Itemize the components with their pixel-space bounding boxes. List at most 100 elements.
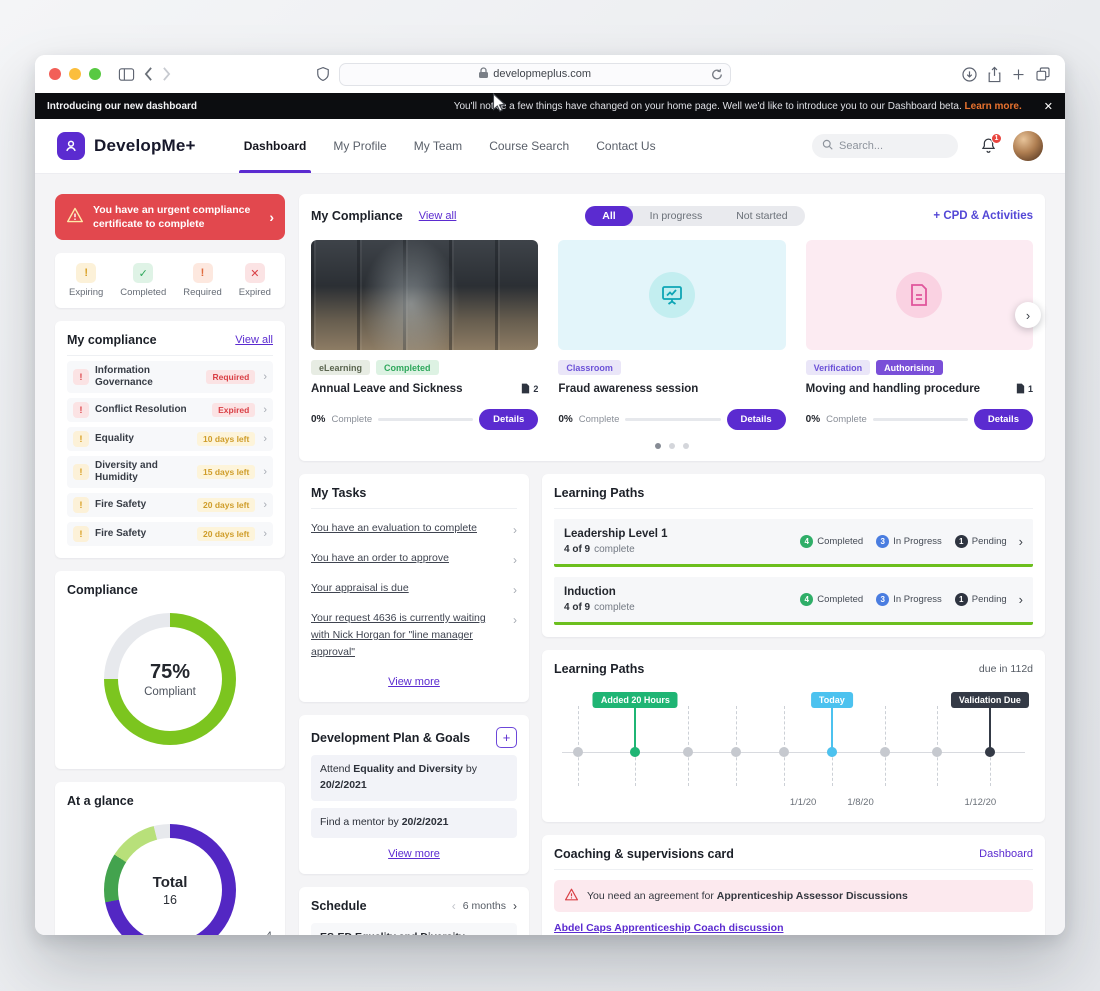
view-all-link[interactable]: View all bbox=[235, 334, 273, 347]
task-link[interactable]: You have an order to approve bbox=[311, 551, 449, 564]
urgent-compliance-alert[interactable]: You have an urgent compliance certificat… bbox=[55, 194, 285, 241]
minimize-window-button[interactable] bbox=[69, 68, 81, 80]
privacy-shield-icon[interactable] bbox=[316, 66, 330, 82]
alert-icon bbox=[73, 369, 89, 386]
nav-dashboard[interactable]: Dashboard bbox=[238, 119, 312, 173]
compliance-item[interactable]: Information Governance Required bbox=[67, 361, 273, 394]
course-card[interactable]: eLearning Completed Annual Leave and Sic… bbox=[311, 240, 539, 430]
chevron-right-icon bbox=[263, 466, 267, 478]
address-bar[interactable]: developmeplus.com bbox=[339, 62, 732, 86]
nav-my-team[interactable]: My Team bbox=[413, 139, 463, 153]
alert-icon bbox=[73, 526, 89, 543]
goal-date: 20/2/2021 bbox=[401, 815, 449, 828]
sidebar-toggle-button[interactable] bbox=[118, 67, 135, 82]
add-goal-button[interactable] bbox=[496, 727, 517, 749]
compliance-item[interactable]: Conflict Resolution Expired bbox=[67, 398, 273, 423]
compliance-item[interactable]: Diversity and Humidity 15 days left bbox=[67, 456, 273, 489]
course-card[interactable]: Classroom Fraud awareness session 0% Com… bbox=[558, 240, 786, 430]
learning-path-info: Induction 4 of 9 complete bbox=[564, 586, 692, 613]
compliance-item[interactable]: Fire Safety 20 days left bbox=[67, 522, 273, 547]
next-period-button[interactable] bbox=[513, 899, 517, 913]
progress-percent: 0% bbox=[805, 413, 821, 425]
task-item: You have an evaluation to complete bbox=[311, 513, 517, 543]
timeline-dot bbox=[572, 747, 583, 758]
chevron-right-icon bbox=[513, 553, 517, 567]
learn-more-link[interactable]: Learn more. bbox=[964, 100, 1022, 112]
goal-item[interactable]: Find a mentor by 20/2/2021 bbox=[311, 807, 517, 838]
carousel-dots bbox=[311, 442, 1033, 449]
at-a-glance-card: At a glance Total 16 4 2 bbox=[55, 782, 285, 935]
document-icon bbox=[1016, 383, 1025, 394]
main-column: My Compliance View all All In progress N… bbox=[299, 194, 1045, 935]
completed-icon bbox=[133, 263, 154, 284]
compliance-item[interactable]: Equality 10 days left bbox=[67, 427, 273, 452]
status-badge: 10 days left bbox=[197, 432, 256, 447]
tab-in-progress[interactable]: In progress bbox=[649, 210, 703, 222]
carousel-dot[interactable] bbox=[655, 442, 661, 449]
due-label: due in 112d bbox=[978, 662, 1033, 675]
chevron-right-icon bbox=[269, 208, 274, 227]
announcement-close-icon[interactable] bbox=[1044, 100, 1053, 113]
compliance-percent: 75% bbox=[149, 660, 191, 683]
chevron-right-icon bbox=[263, 371, 267, 383]
task-item: Your request 4636 is currently waiting w… bbox=[311, 603, 517, 666]
fullscreen-window-button[interactable] bbox=[89, 68, 101, 80]
nav-contact-us[interactable]: Contact Us bbox=[596, 139, 656, 153]
close-window-button[interactable] bbox=[49, 68, 61, 80]
reload-button[interactable] bbox=[711, 68, 723, 84]
card-title: Compliance bbox=[67, 583, 138, 598]
tab-overview-button[interactable] bbox=[1035, 66, 1051, 82]
expired-icon bbox=[244, 263, 265, 284]
dashboard-link[interactable]: Dashboard bbox=[979, 847, 1033, 860]
glance-total-value: 16 bbox=[163, 892, 177, 907]
expiring-icon bbox=[76, 263, 97, 284]
details-button[interactable]: Details bbox=[726, 408, 786, 430]
compliance-item[interactable]: Fire Safety 20 days left bbox=[67, 493, 273, 518]
course-badge: Classroom bbox=[558, 360, 621, 375]
legend-label: Required bbox=[183, 287, 222, 299]
view-more-link[interactable]: View more bbox=[388, 847, 440, 860]
learning-path-badges: 4 Completed 3 In Progress 1 Pending bbox=[800, 534, 1007, 548]
share-button[interactable] bbox=[987, 66, 1002, 83]
notifications-button[interactable]: 1 bbox=[980, 133, 1002, 155]
learning-path-item[interactable]: Induction 4 of 9 complete 4 Completed 3 In … bbox=[554, 576, 1033, 625]
task-link[interactable]: You have an evaluation to complete bbox=[311, 521, 477, 534]
legend-required: Required bbox=[183, 263, 222, 298]
user-avatar[interactable] bbox=[1013, 131, 1043, 161]
timeline-event-line bbox=[634, 707, 637, 753]
coaching-supervisions-card: Coaching & supervisions card Dashboard Y… bbox=[542, 834, 1045, 935]
course-card[interactable]: Verification Authorising Moving and hand… bbox=[805, 240, 1033, 430]
tab-not-started[interactable]: Not started bbox=[736, 210, 788, 222]
view-more-link[interactable]: View more bbox=[388, 676, 440, 689]
nav-course-search[interactable]: Course Search bbox=[489, 139, 570, 153]
carousel-dot[interactable] bbox=[683, 442, 689, 449]
coaching-discussion-link[interactable]: Abdel Caps Apprenticeship Coach discussi… bbox=[554, 921, 784, 934]
view-all-link[interactable]: View all bbox=[418, 210, 457, 222]
downloads-button[interactable] bbox=[961, 66, 978, 83]
tab-all[interactable]: All bbox=[585, 206, 633, 226]
forward-button[interactable] bbox=[162, 67, 171, 81]
nav-my-profile[interactable]: My Profile bbox=[333, 139, 387, 153]
back-button[interactable] bbox=[144, 67, 153, 81]
carousel-next-button[interactable] bbox=[1015, 302, 1041, 328]
in-progress-badge: 3 In Progress bbox=[876, 592, 942, 606]
learning-paths-card: Learning Paths Leadership Level 1 4 of 9… bbox=[542, 473, 1045, 637]
completed-count: 4 bbox=[800, 534, 814, 548]
filter-tabs: All In progress Not started bbox=[585, 206, 805, 226]
new-tab-button[interactable] bbox=[1011, 67, 1026, 82]
cpd-activities-link[interactable]: + CPD & Activities bbox=[933, 210, 1033, 222]
previous-period-button[interactable] bbox=[452, 899, 456, 913]
course-badge: Completed bbox=[376, 360, 439, 375]
details-button[interactable]: Details bbox=[479, 408, 539, 430]
brand-logo[interactable]: DevelopMe+ bbox=[57, 132, 196, 160]
task-link[interactable]: Your appraisal is due bbox=[311, 581, 409, 594]
learning-path-item[interactable]: Leadership Level 1 4 of 9 complete 4 Compl… bbox=[554, 518, 1033, 567]
goal-item[interactable]: Attend Equality and Diversity by 20/2/20… bbox=[311, 755, 517, 801]
carousel-dot[interactable] bbox=[669, 442, 675, 449]
schedule-event[interactable]: ES-ED Equality and Diversity 9:00am, 10t… bbox=[311, 922, 517, 935]
task-link[interactable]: Your request 4636 is currently waiting w… bbox=[311, 611, 486, 658]
legend-label: Completed bbox=[120, 287, 167, 299]
progress-bar bbox=[872, 417, 968, 421]
search-input[interactable]: Search... bbox=[812, 134, 958, 158]
details-button[interactable]: Details bbox=[973, 408, 1033, 430]
